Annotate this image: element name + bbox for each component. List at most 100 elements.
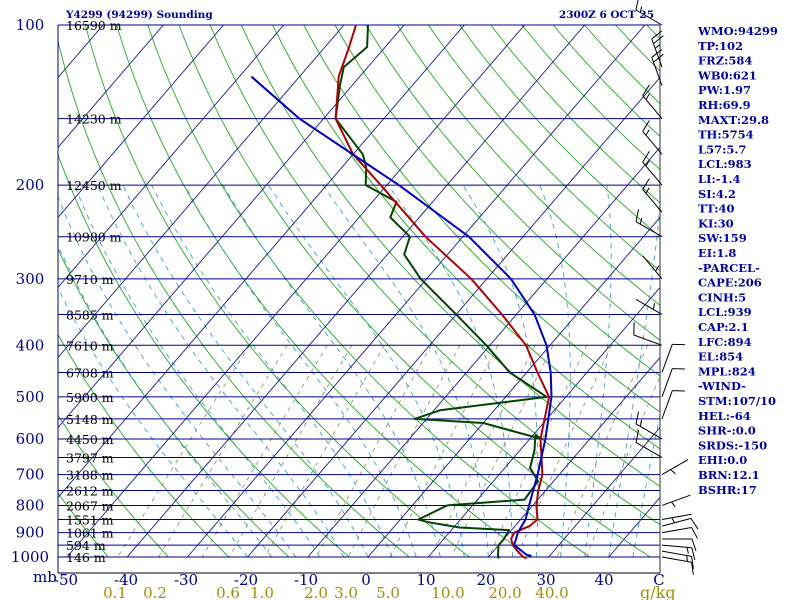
height-label: 1551 m	[66, 512, 114, 527]
mixing-ratio-tick-label: 5.0	[376, 584, 400, 600]
temperature-tick-label: -50	[54, 571, 78, 589]
wind-barb	[661, 343, 685, 373]
mixing-ratio-line	[586, 375, 660, 558]
pressure-tick-label: 400	[16, 336, 45, 354]
wind-barb-staff	[635, 299, 663, 315]
stability-index: RH:69.9	[698, 98, 751, 112]
temperature-tick-label: 10	[416, 571, 435, 589]
stability-index: CAP:2.1	[698, 320, 749, 334]
height-label: 14230 m	[66, 112, 122, 127]
stability-index: SI:4.2	[698, 187, 736, 201]
isotherm	[58, 25, 465, 499]
mixing-ratio-line	[201, 345, 328, 558]
pressure-tick-label: 600	[16, 430, 45, 448]
height-label: 5148 m	[66, 412, 114, 427]
wind-barbs	[633, 0, 699, 575]
mixing-ratio-tick-label: 0.1	[103, 584, 127, 600]
wind-barb-staff	[642, 255, 663, 280]
stability-index: WB0:621	[697, 68, 757, 82]
dry-adiabat	[240, 25, 660, 487]
pressure-tick-label: 800	[16, 496, 45, 514]
wind-barb-half-feather	[639, 6, 643, 13]
profile-lines	[250, 25, 553, 560]
wind-barb	[635, 411, 663, 440]
moist-adiabat	[184, 184, 417, 558]
temperature-unit-label: C	[653, 571, 664, 589]
isotherm	[187, 25, 646, 558]
height-label: 10980 m	[66, 230, 122, 245]
chart-title: Y4299 (94299) Sounding	[65, 9, 213, 21]
moist-adiabat	[322, 184, 489, 558]
wind-barb	[661, 526, 699, 539]
height-label: 594 m	[66, 538, 106, 553]
wind-barb	[661, 513, 692, 524]
temperature-tick-label: -20	[234, 571, 258, 589]
wind-barb-feather	[691, 538, 697, 552]
isotherm	[66, 25, 525, 558]
pressure-tick-label: 100	[16, 16, 45, 34]
stability-index: HEL:-64	[698, 409, 751, 423]
wind-barb	[642, 178, 663, 213]
height-label: 2067 m	[66, 498, 114, 513]
mixing-ratio-line	[117, 345, 251, 558]
wind-barb	[661, 517, 699, 530]
pressure-tick-label: 900	[16, 524, 45, 542]
wind-barb-feather	[635, 429, 640, 443]
wind-barb	[642, 255, 663, 280]
dry-adiabat	[552, 25, 660, 138]
wind-barb-half-feather	[652, 303, 656, 310]
height-label: 146 m	[66, 550, 106, 565]
stability-index: CINH:5	[698, 290, 746, 304]
wind-barb-feather	[635, 209, 640, 222]
mixing-ratio-tick-label: 40.0	[535, 584, 568, 600]
moist-adiabat	[58, 287, 248, 558]
stability-index: L57:5.7	[698, 142, 746, 156]
wind-barb	[642, 120, 663, 155]
wind-barb-feather	[635, 0, 639, 11]
stability-index: BSHR:17	[698, 483, 757, 497]
wind-barb-staff	[661, 513, 692, 520]
moist-adiabat	[74, 184, 321, 558]
wind-barb-staff	[651, 57, 663, 86]
wind-barb-half-feather	[645, 93, 650, 100]
stability-index: MPL:824	[698, 364, 756, 378]
stability-index: -PARCEL-	[698, 261, 760, 275]
stability-index: SHR-:0.0	[698, 424, 756, 438]
mixing-ratio-tick-label: 0.2	[143, 584, 167, 600]
mixing-ratio-tick-label: 20.0	[488, 584, 521, 600]
wind-barb-staff	[661, 526, 692, 534]
dewpoint-profile-line	[334, 25, 548, 559]
wind-barb-feather	[651, 30, 662, 40]
parcel-profile-line	[250, 75, 553, 557]
stability-index: WMO:94299	[697, 24, 778, 38]
temperature-tick-label: -40	[114, 571, 138, 589]
stability-index: EI:1.8	[698, 246, 736, 260]
moist-adiabat	[584, 185, 612, 558]
wind-barb-feather	[690, 518, 699, 530]
wind-barb-feather	[642, 151, 650, 163]
isotherm	[126, 25, 586, 558]
stability-index: TP:102	[698, 39, 743, 53]
height-label: 16590 m	[66, 18, 122, 33]
isotherm	[367, 216, 660, 558]
wind-barb-staff	[661, 368, 673, 398]
wind-barb	[661, 390, 685, 420]
stability-index: EHI:0.0	[698, 453, 747, 467]
wind-barb-half-feather	[645, 160, 650, 167]
stability-index: LFC:894	[698, 335, 752, 349]
moist-adiabat	[462, 184, 539, 557]
height-label: 4450 m	[66, 432, 114, 447]
temperature-tick-label: 0	[361, 571, 371, 589]
height-label: 3797 m	[66, 450, 114, 465]
stability-index: FRZ:584	[698, 54, 752, 68]
wind-barb-staff	[642, 130, 663, 155]
mixing-ratio-tick-label: 3.0	[334, 584, 358, 600]
temperature-tick-label: 20	[476, 571, 495, 589]
temperature-tick-label: 30	[536, 571, 555, 589]
wind-barb-staff	[661, 517, 692, 527]
height-label: 12450 m	[66, 178, 122, 193]
height-label: 8585 m	[66, 307, 114, 322]
isotherm	[247, 76, 660, 558]
stability-index: SRDS:-150	[698, 438, 767, 452]
